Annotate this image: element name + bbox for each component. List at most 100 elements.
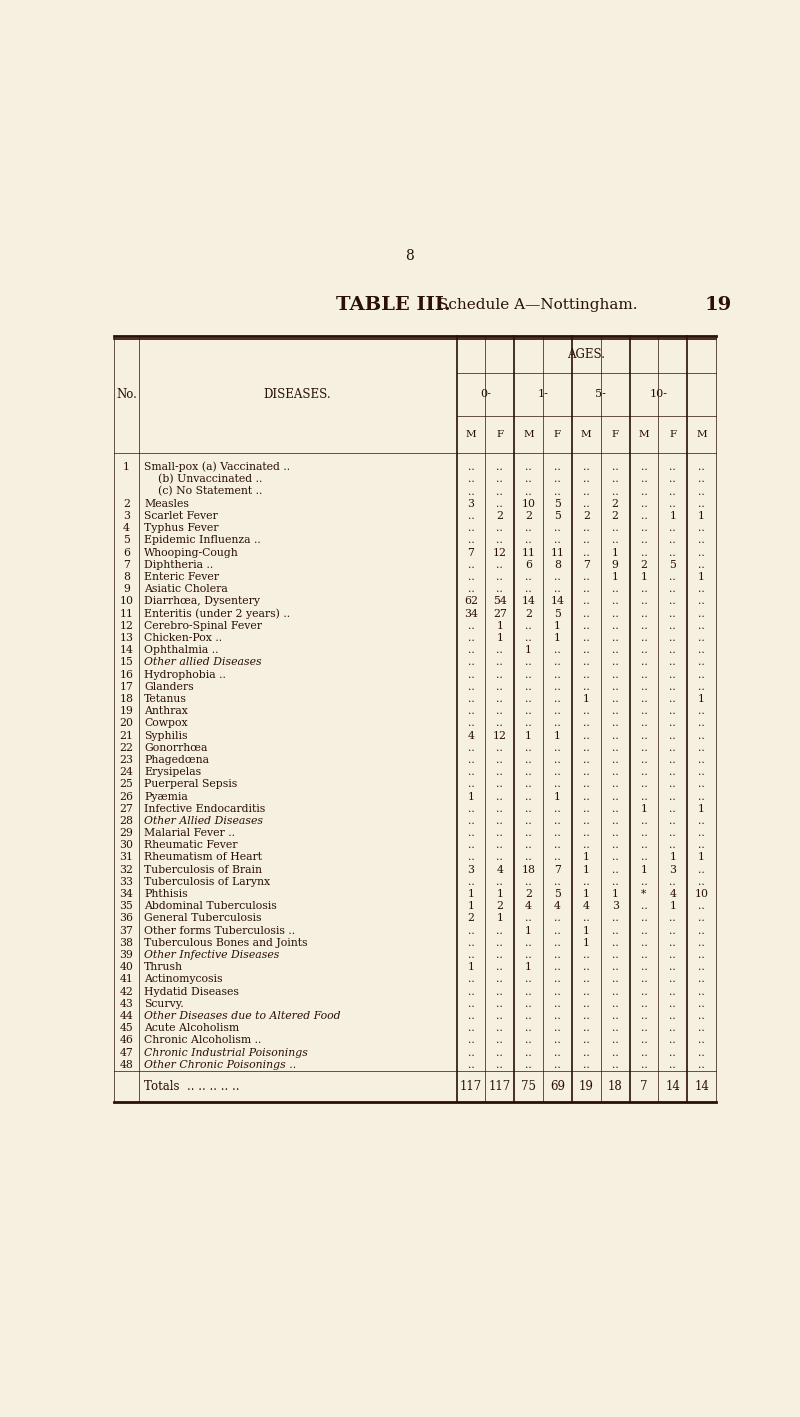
Text: ..: .. — [612, 670, 618, 680]
Text: ..: .. — [526, 682, 532, 691]
Text: ..: .. — [641, 914, 647, 924]
Text: 27: 27 — [493, 608, 506, 619]
Text: 1: 1 — [554, 633, 561, 643]
Text: ..: .. — [467, 779, 474, 789]
Text: 1: 1 — [612, 572, 618, 582]
Text: Chicken-Pox ..: Chicken-Pox .. — [144, 633, 222, 643]
Text: ..: .. — [670, 706, 676, 716]
Text: ..: .. — [554, 475, 561, 485]
Text: ..: .. — [641, 608, 647, 619]
Text: 69: 69 — [550, 1080, 565, 1093]
Text: ..: .. — [612, 621, 618, 631]
Text: ..: .. — [496, 853, 503, 863]
Text: ..: .. — [554, 853, 561, 863]
Text: 1: 1 — [496, 914, 503, 924]
Text: ..: .. — [496, 877, 503, 887]
Text: ..: .. — [612, 1047, 618, 1057]
Text: 7: 7 — [467, 547, 474, 557]
Text: ..: .. — [641, 1060, 647, 1070]
Text: ..: .. — [467, 475, 474, 485]
Text: 39: 39 — [119, 949, 134, 961]
Text: ..: .. — [612, 731, 618, 741]
Text: 2: 2 — [525, 888, 532, 898]
Text: ..: .. — [612, 536, 618, 546]
Text: ..: .. — [641, 792, 647, 802]
Text: 45: 45 — [119, 1023, 134, 1033]
Text: ..: .. — [641, 901, 647, 911]
Text: ..: .. — [583, 547, 590, 557]
Text: ..: .. — [526, 670, 532, 680]
Text: ..: .. — [554, 718, 561, 728]
Text: ..: .. — [583, 657, 590, 667]
Text: 1: 1 — [496, 888, 503, 898]
Text: ..: .. — [554, 682, 561, 691]
Text: ..: .. — [641, 512, 647, 521]
Text: 3: 3 — [670, 864, 676, 874]
Text: ..: .. — [641, 523, 647, 533]
Text: ..: .. — [467, 999, 474, 1009]
Text: ..: .. — [612, 864, 618, 874]
Text: ..: .. — [641, 682, 647, 691]
Text: ..: .. — [526, 853, 532, 863]
Text: 1: 1 — [641, 572, 647, 582]
Text: 2: 2 — [525, 608, 532, 619]
Text: ..: .. — [698, 621, 705, 631]
Text: ..: .. — [641, 877, 647, 887]
Text: ..: .. — [554, 938, 561, 948]
Text: ..: .. — [670, 608, 676, 619]
Text: 1: 1 — [525, 645, 532, 655]
Text: 5: 5 — [554, 608, 561, 619]
Text: 62: 62 — [464, 597, 478, 606]
Text: 9: 9 — [612, 560, 618, 570]
Text: ..: .. — [698, 901, 705, 911]
Text: 3: 3 — [612, 901, 618, 911]
Text: 1: 1 — [525, 925, 532, 935]
Text: ..: .. — [554, 657, 561, 667]
Text: ..: .. — [496, 755, 503, 765]
Text: ..: .. — [526, 1036, 532, 1046]
Text: 8: 8 — [554, 560, 561, 570]
Text: 33: 33 — [119, 877, 134, 887]
Text: ..: .. — [641, 621, 647, 631]
Text: 1: 1 — [670, 901, 676, 911]
Text: ..: .. — [467, 523, 474, 533]
Text: 10: 10 — [119, 597, 134, 606]
Text: ..: .. — [670, 767, 676, 777]
Text: 12: 12 — [493, 547, 506, 557]
Text: ..: .. — [467, 1060, 474, 1070]
Text: 0-: 0- — [480, 390, 490, 400]
Text: ..: .. — [641, 1047, 647, 1057]
Text: ..: .. — [467, 803, 474, 813]
Text: ..: .. — [612, 1060, 618, 1070]
Text: Thrush: Thrush — [144, 962, 183, 972]
Text: ..: .. — [612, 949, 618, 961]
Text: ..: .. — [670, 584, 676, 594]
Text: ..: .. — [641, 536, 647, 546]
Text: Small-pox (a) Vaccinated ..: Small-pox (a) Vaccinated .. — [144, 462, 290, 472]
Text: ..: .. — [554, 706, 561, 716]
Text: ..: .. — [583, 462, 590, 472]
Text: ..: .. — [641, 999, 647, 1009]
Text: 1: 1 — [123, 462, 130, 472]
Text: ..: .. — [670, 962, 676, 972]
Text: 1: 1 — [496, 633, 503, 643]
Text: M: M — [466, 431, 476, 439]
Text: ..: .. — [467, 1012, 474, 1022]
Text: Rheumatic Fever: Rheumatic Fever — [144, 840, 238, 850]
Text: 35: 35 — [119, 901, 134, 911]
Text: ..: .. — [554, 536, 561, 546]
Text: ..: .. — [583, 975, 590, 985]
Text: 26: 26 — [119, 792, 134, 802]
Text: ..: .. — [583, 523, 590, 533]
Text: ..: .. — [496, 670, 503, 680]
Text: Phagedœna: Phagedœna — [144, 755, 209, 765]
Text: ..: .. — [467, 512, 474, 521]
Text: ..: .. — [641, 486, 647, 496]
Text: ..: .. — [583, 803, 590, 813]
Text: 117: 117 — [489, 1080, 511, 1093]
Text: ..: .. — [612, 486, 618, 496]
Text: ..: .. — [554, 1047, 561, 1057]
Text: ..: .. — [641, 718, 647, 728]
Text: ..: .. — [698, 731, 705, 741]
Text: ..: .. — [612, 597, 618, 606]
